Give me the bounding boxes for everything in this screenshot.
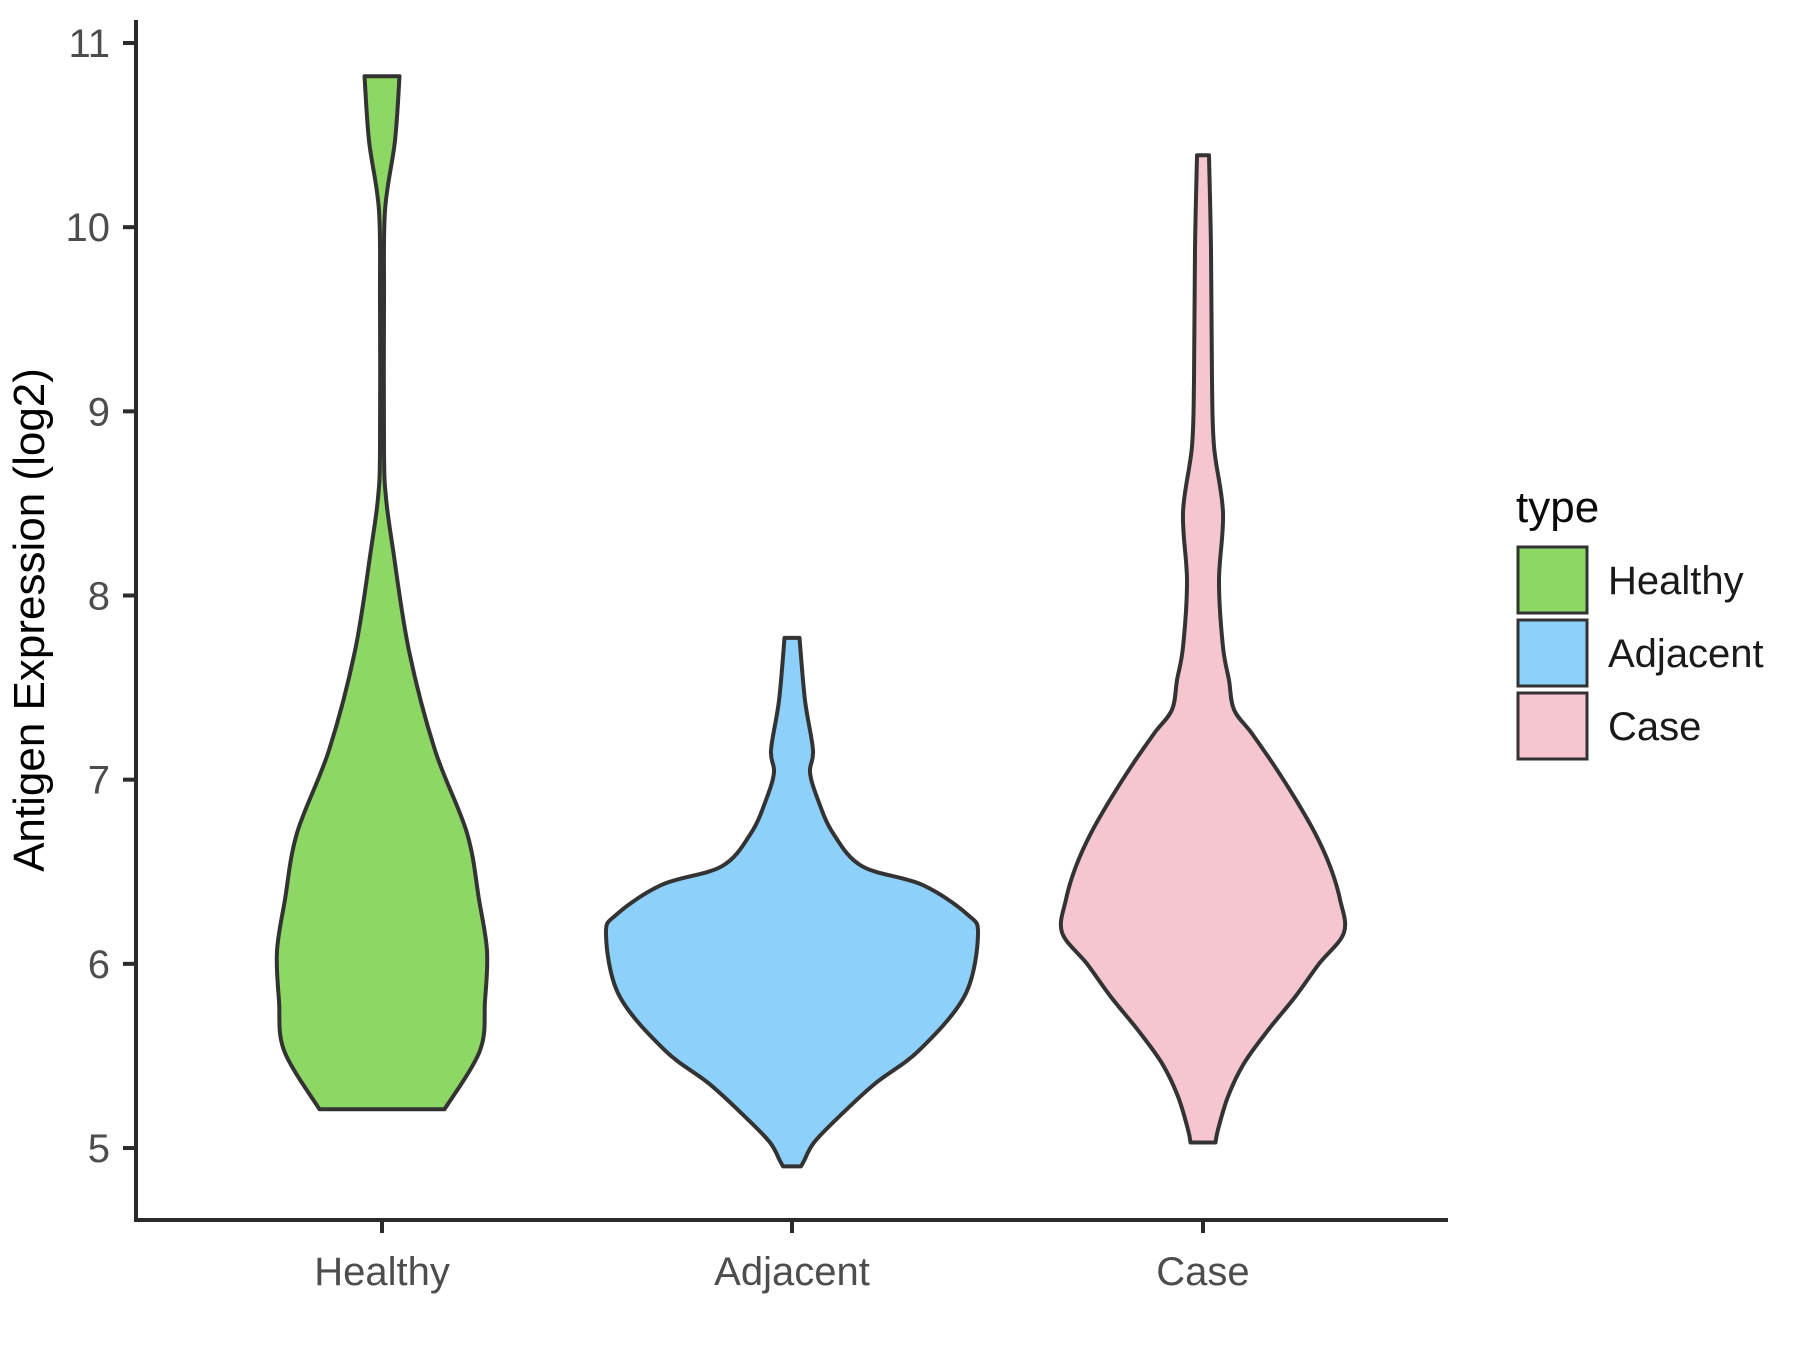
violin-healthy — [274, 74, 490, 1112]
violin-layer — [274, 74, 1348, 1169]
y-tick-label: 8 — [88, 575, 110, 619]
y-tick-label: 10 — [66, 206, 111, 250]
y-tick-label: 7 — [88, 759, 110, 803]
x-tick-label-healthy: Healthy — [314, 1250, 450, 1294]
violin-case — [1058, 153, 1348, 1145]
y-axis-title: Antigen Expression (log2) — [5, 368, 54, 872]
legend-label-healthy: Healthy — [1608, 559, 1744, 603]
x-tick-label-case: Case — [1156, 1250, 1249, 1294]
legend-key-healthy — [1516, 545, 1589, 615]
legend-label-adjacent: Adjacent — [1608, 632, 1764, 676]
y-tick-label: 5 — [88, 1127, 110, 1171]
x-tick-label-adjacent: Adjacent — [714, 1250, 870, 1294]
violin-adjacent — [603, 635, 981, 1169]
legend-key-adjacent — [1516, 618, 1589, 688]
legend-key-case — [1516, 691, 1589, 761]
y-tick-label: 11 — [68, 22, 110, 66]
y-tick-label: 6 — [88, 943, 110, 987]
legend: type Healthy Adjacent Case — [1516, 483, 1764, 761]
legend-title: type — [1516, 483, 1599, 532]
legend-label-case: Case — [1608, 705, 1701, 749]
y-tick-label: 9 — [88, 390, 110, 434]
ticks-layer: 5 6 7 8 9 10 11 Healthy Adjacent Case — [66, 22, 1250, 1294]
